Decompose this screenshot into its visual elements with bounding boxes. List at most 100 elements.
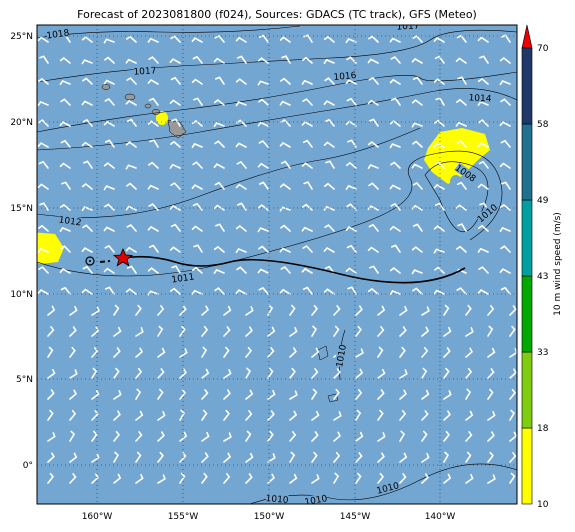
- wind-barb: [368, 35, 379, 43]
- wind-barb: [214, 34, 225, 43]
- wind-barb: [223, 409, 230, 421]
- wind-barb: [433, 36, 445, 43]
- wind-barb: [215, 76, 225, 85]
- wind-barb: [346, 56, 357, 64]
- isobar-label: 1018: [46, 28, 70, 41]
- wind-barb: [477, 36, 489, 43]
- wind-barb: [465, 367, 473, 379]
- wind-barb: [223, 452, 232, 463]
- wind-barb: [60, 245, 71, 253]
- wind-barb: [412, 140, 423, 148]
- lat-label: 10°N: [10, 290, 33, 300]
- wind-barb: [487, 305, 495, 316]
- colorbar-label: 10 m wind speed (m/s): [553, 212, 563, 316]
- label-bg: [475, 202, 499, 224]
- wind-barb: [135, 388, 142, 400]
- wind-barb: [37, 100, 49, 106]
- wind-barb: [465, 304, 472, 316]
- wind-barb: [487, 368, 495, 379]
- wind-barb: [125, 205, 137, 211]
- wind-barb: [389, 37, 401, 43]
- wind-barb: [267, 410, 275, 421]
- wind-barb: [170, 223, 181, 232]
- lat-label: 15°N: [10, 204, 33, 214]
- wind-barb: [333, 388, 340, 400]
- wind-barb: [235, 183, 247, 190]
- wind-barb: [479, 55, 489, 64]
- wind-barb: [60, 286, 71, 295]
- wind-barb: [377, 452, 385, 463]
- wind-barb: [214, 181, 225, 190]
- wind-barb: [509, 431, 517, 442]
- wind-barb: [399, 473, 407, 484]
- wind-barb: [191, 119, 203, 127]
- wind-barb: [399, 452, 408, 463]
- wind-barb: [487, 474, 496, 484]
- wind-barb: [289, 367, 296, 379]
- graticule: [37, 25, 517, 504]
- wind-barb: [223, 473, 231, 484]
- wind-barb: [179, 305, 187, 316]
- wind-barb: [280, 160, 291, 169]
- wind-barb: [478, 266, 489, 274]
- wind-barb: [257, 227, 269, 233]
- wind-barb: [37, 183, 49, 190]
- wind-barb: [333, 451, 341, 463]
- wind-barb: [389, 290, 401, 296]
- wind-barb: [91, 389, 100, 400]
- wind-barb: [345, 226, 357, 232]
- wind-barb: [333, 472, 340, 484]
- wind-barb: [179, 472, 186, 484]
- wind-barb: [169, 246, 181, 253]
- label-bg: [454, 162, 478, 183]
- wind-barb: [509, 452, 517, 463]
- wind-barb: [135, 367, 143, 379]
- wind-barb: [135, 451, 142, 463]
- wind-barb: [433, 183, 445, 190]
- wind-barb: [465, 347, 474, 358]
- wind-barb: [258, 245, 269, 253]
- wind-barb: [421, 389, 430, 400]
- wind-barb: [302, 139, 313, 148]
- wind-barb: [347, 139, 357, 148]
- wind-barb: [39, 55, 49, 64]
- wind-barb: [311, 474, 320, 484]
- wind-barb: [47, 472, 55, 484]
- wind-barb: [323, 246, 335, 253]
- wind-barb: [324, 265, 335, 274]
- wind-barb: [389, 120, 401, 127]
- wind-barb: [399, 409, 407, 421]
- label-bg: [46, 27, 70, 40]
- wind-barb: [91, 326, 100, 337]
- wind-barb: [179, 348, 188, 358]
- wind-barb: [333, 411, 342, 421]
- wind-barb: [509, 305, 517, 316]
- wind-barb: [289, 451, 296, 463]
- axis-labels: 160°W 155°W 150°W 145°W 140°W 25°N 20°N 15°N 10°…: [10, 32, 455, 522]
- wind-barb: [213, 163, 225, 169]
- wind-barb: [456, 245, 467, 253]
- wind-barb: [323, 288, 335, 295]
- wind-barb: [135, 304, 142, 316]
- wind-barb: [103, 120, 115, 127]
- wind-barb: [355, 409, 362, 421]
- wind-barb: [157, 474, 166, 484]
- wind-barb: [245, 452, 254, 463]
- wind-barb: [499, 162, 511, 169]
- wind-barb: [191, 289, 203, 295]
- isobar-label: 1010: [335, 344, 349, 369]
- wind-barb: [201, 305, 210, 316]
- wind-barb: [289, 390, 298, 400]
- wind-barb: [355, 452, 363, 463]
- wind-barb: [311, 388, 318, 400]
- wind-barb: [390, 202, 401, 211]
- wind-barb: [157, 388, 164, 400]
- wind-barb: [412, 181, 423, 190]
- wind-barb: [499, 226, 511, 232]
- wind-barb: [69, 473, 77, 484]
- wind-barb: [267, 430, 274, 442]
- wind-barb: [103, 38, 115, 44]
- wind-barb: [280, 77, 291, 85]
- label-bg: [334, 344, 347, 368]
- wind-barb: [311, 368, 319, 379]
